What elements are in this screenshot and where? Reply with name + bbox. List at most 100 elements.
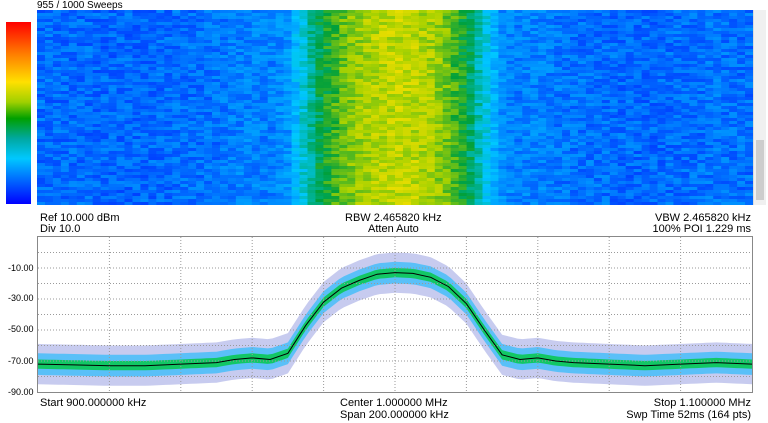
waterfall-cell	[148, 145, 157, 149]
waterfall-cell	[323, 124, 332, 128]
waterfall-cell	[570, 130, 579, 134]
waterfall-cell	[434, 163, 444, 167]
waterfall-cell	[331, 13, 340, 17]
waterfall-cell	[681, 25, 690, 29]
waterfall-cell	[593, 106, 603, 110]
waterfall-cell	[649, 142, 659, 146]
waterfall-cell	[522, 13, 531, 17]
waterfall-cell	[243, 70, 253, 74]
waterfall-cell	[44, 142, 54, 146]
waterfall-cell	[124, 10, 134, 14]
waterfall-cell	[395, 70, 404, 74]
waterfall-cell	[641, 130, 651, 134]
waterfall-cell	[562, 112, 571, 116]
waterfall-cell	[665, 31, 675, 35]
waterfall-cell	[705, 109, 714, 113]
waterfall-cell	[402, 160, 412, 164]
waterfall-cell	[44, 94, 54, 98]
waterfall-cell	[649, 139, 659, 143]
waterfall-cell	[323, 145, 332, 149]
waterfall-cell	[689, 55, 698, 59]
waterfall-cell	[92, 145, 102, 149]
waterfall-cell	[387, 106, 396, 110]
waterfall-cell	[482, 58, 492, 62]
waterfall-cell	[227, 82, 237, 86]
waterfall-cell	[673, 100, 682, 104]
waterfall-cell	[458, 28, 468, 32]
waterfall-cell	[60, 40, 70, 44]
waterfall-cell	[188, 157, 197, 161]
waterfall-cell	[315, 103, 324, 107]
waterfall-cell	[100, 58, 110, 62]
waterfall-cell	[212, 22, 221, 26]
waterfall-cell	[363, 85, 372, 89]
waterfall-cell	[275, 46, 285, 50]
waterfall-cell	[339, 148, 348, 152]
waterfall-cell	[745, 19, 753, 23]
waterfall-cell	[68, 73, 78, 77]
waterfall-cell	[609, 52, 619, 56]
waterfall-cell	[681, 10, 690, 14]
waterfall-cell	[649, 85, 659, 89]
waterfall-cell	[156, 31, 165, 35]
waterfall-cell	[570, 109, 579, 113]
waterfall-cell	[148, 61, 157, 65]
waterfall-cell	[347, 58, 356, 62]
waterfall-cell	[180, 166, 189, 170]
waterfall-cell	[546, 10, 555, 14]
waterfall-cell	[116, 25, 126, 29]
waterfall-cell	[132, 145, 142, 149]
waterfall-cell	[363, 142, 372, 146]
waterfall-cell	[355, 61, 364, 65]
waterfall-cell	[108, 166, 118, 170]
waterfall-cell	[498, 85, 507, 89]
waterfall-cell	[180, 151, 189, 155]
waterfall-cell	[530, 148, 539, 152]
waterfall-cell	[132, 121, 142, 125]
waterfall-cell	[609, 94, 619, 98]
waterfall-cell	[633, 61, 643, 65]
waterfall-cell	[132, 61, 142, 65]
waterfall-cell	[84, 22, 94, 26]
waterfall-cell	[227, 103, 237, 107]
waterfall-cell	[609, 28, 619, 32]
waterfall-cell	[617, 79, 627, 83]
waterfall-cell	[649, 88, 659, 92]
waterfall-cell	[251, 58, 261, 62]
waterfall-cell	[283, 40, 293, 44]
waterfall-cell	[347, 163, 356, 167]
waterfall-cell	[275, 43, 285, 47]
waterfall-cell	[713, 49, 722, 53]
waterfall-cell	[355, 112, 364, 116]
waterfall-cell	[705, 169, 714, 173]
waterfall-cell	[180, 13, 189, 17]
waterfall-display[interactable]	[37, 10, 753, 205]
waterfall-cell	[426, 79, 436, 83]
waterfall-cell	[713, 58, 722, 62]
waterfall-cell	[116, 82, 126, 86]
waterfall-cell	[84, 97, 94, 101]
waterfall-cell	[116, 145, 126, 149]
waterfall-cell	[267, 34, 277, 38]
waterfall-cell	[657, 106, 667, 110]
waterfall-cell	[227, 49, 237, 53]
waterfall-cell	[562, 106, 571, 110]
waterfall-cell	[530, 58, 539, 62]
waterfall-cell	[132, 172, 142, 176]
waterfall-cell	[140, 100, 149, 104]
waterfall-cell	[108, 172, 118, 176]
waterfall-cell	[490, 67, 500, 71]
waterfall-cell	[315, 67, 324, 71]
waterfall-cell	[84, 37, 94, 41]
waterfall-cell	[371, 130, 380, 134]
waterfall-cell	[227, 61, 237, 65]
waterfall-cell	[140, 145, 149, 149]
waterfall-cell	[681, 49, 690, 53]
waterfall-cell	[490, 160, 500, 164]
waterfall-cell	[729, 154, 738, 158]
waterfall-cell	[402, 73, 412, 77]
waterfall-cell	[44, 121, 54, 125]
waterfall-cell	[140, 139, 149, 143]
waterfall-cell	[713, 106, 722, 110]
waterfall-cell	[275, 106, 285, 110]
